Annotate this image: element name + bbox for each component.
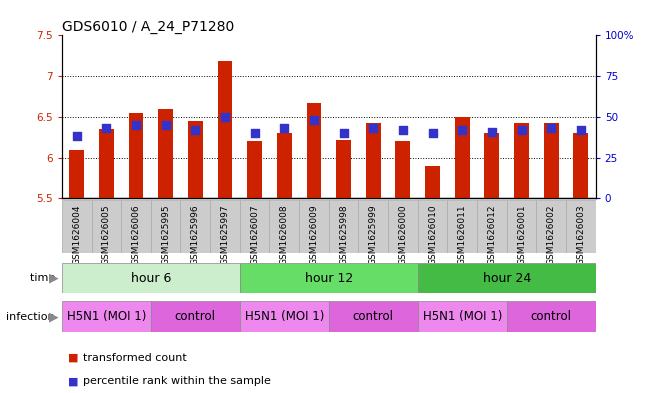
- Point: [427, 130, 437, 136]
- Point: [398, 127, 408, 133]
- Text: GSM1626012: GSM1626012: [488, 205, 496, 265]
- Text: GSM1626005: GSM1626005: [102, 205, 111, 265]
- Text: GSM1625997: GSM1625997: [221, 205, 229, 265]
- Text: H5N1 (MOI 1): H5N1 (MOI 1): [66, 310, 146, 323]
- Bar: [188, 121, 202, 198]
- Text: GSM1625999: GSM1625999: [368, 205, 378, 265]
- Text: percentile rank within the sample: percentile rank within the sample: [83, 376, 271, 386]
- Text: GSM1626001: GSM1626001: [517, 205, 526, 265]
- FancyBboxPatch shape: [329, 200, 359, 253]
- Text: control: control: [531, 310, 572, 323]
- Text: GSM1626006: GSM1626006: [132, 205, 141, 265]
- Bar: [62, 301, 151, 332]
- Point: [160, 122, 171, 128]
- Text: H5N1 (MOI 1): H5N1 (MOI 1): [422, 310, 502, 323]
- Text: GSM1626010: GSM1626010: [428, 205, 437, 265]
- FancyBboxPatch shape: [477, 200, 506, 253]
- Text: GSM1626008: GSM1626008: [280, 205, 289, 265]
- Text: hour 6: hour 6: [131, 272, 171, 285]
- Point: [190, 127, 201, 133]
- Bar: [544, 123, 559, 198]
- Bar: [425, 166, 440, 198]
- Text: GSM1626004: GSM1626004: [72, 205, 81, 265]
- FancyBboxPatch shape: [240, 200, 270, 253]
- Bar: [506, 301, 596, 332]
- Text: GSM1626009: GSM1626009: [309, 205, 318, 265]
- Point: [101, 125, 111, 132]
- Bar: [418, 301, 506, 332]
- FancyBboxPatch shape: [121, 200, 151, 253]
- Bar: [336, 140, 351, 198]
- Point: [457, 127, 467, 133]
- Bar: [574, 133, 589, 198]
- FancyBboxPatch shape: [506, 200, 536, 253]
- Bar: [329, 301, 418, 332]
- Bar: [99, 129, 114, 198]
- Bar: [307, 103, 322, 198]
- Bar: [62, 263, 240, 293]
- Bar: [151, 301, 240, 332]
- Point: [309, 117, 319, 123]
- Point: [546, 125, 557, 132]
- Text: GSM1626000: GSM1626000: [398, 205, 408, 265]
- Point: [131, 122, 141, 128]
- Text: GSM1626003: GSM1626003: [576, 205, 585, 265]
- Text: GSM1626007: GSM1626007: [250, 205, 259, 265]
- FancyBboxPatch shape: [388, 200, 418, 253]
- FancyBboxPatch shape: [270, 200, 299, 253]
- Bar: [69, 149, 84, 198]
- Text: H5N1 (MOI 1): H5N1 (MOI 1): [245, 310, 324, 323]
- FancyBboxPatch shape: [180, 200, 210, 253]
- Text: control: control: [353, 310, 394, 323]
- Bar: [128, 113, 143, 198]
- Text: ■: ■: [68, 353, 79, 363]
- FancyBboxPatch shape: [92, 200, 121, 253]
- FancyBboxPatch shape: [418, 200, 447, 253]
- Text: GSM1625998: GSM1625998: [339, 205, 348, 265]
- Bar: [484, 133, 499, 198]
- Bar: [514, 123, 529, 198]
- Text: hour 24: hour 24: [482, 272, 531, 285]
- FancyBboxPatch shape: [566, 200, 596, 253]
- Text: hour 12: hour 12: [305, 272, 353, 285]
- Point: [575, 127, 586, 133]
- FancyBboxPatch shape: [536, 200, 566, 253]
- Text: GSM1625995: GSM1625995: [161, 205, 170, 265]
- Text: ▶: ▶: [49, 272, 59, 285]
- Text: GSM1626002: GSM1626002: [547, 205, 556, 265]
- Text: GSM1626011: GSM1626011: [458, 205, 467, 265]
- Text: GDS6010 / A_24_P71280: GDS6010 / A_24_P71280: [62, 20, 234, 34]
- Bar: [396, 141, 410, 198]
- Point: [516, 127, 527, 133]
- Bar: [240, 263, 418, 293]
- Point: [249, 130, 260, 136]
- Bar: [240, 301, 329, 332]
- Point: [72, 133, 82, 140]
- Point: [368, 125, 378, 132]
- Point: [339, 130, 349, 136]
- Text: ■: ■: [68, 376, 79, 386]
- Point: [487, 129, 497, 135]
- FancyBboxPatch shape: [210, 200, 240, 253]
- Text: ▶: ▶: [49, 310, 59, 323]
- Bar: [418, 263, 596, 293]
- Bar: [158, 109, 173, 198]
- Bar: [277, 133, 292, 198]
- FancyBboxPatch shape: [359, 200, 388, 253]
- Bar: [455, 117, 469, 198]
- Point: [220, 114, 230, 120]
- FancyBboxPatch shape: [62, 200, 92, 253]
- FancyBboxPatch shape: [299, 200, 329, 253]
- FancyBboxPatch shape: [151, 200, 180, 253]
- Bar: [366, 123, 381, 198]
- Text: infection: infection: [7, 312, 59, 322]
- Bar: [217, 61, 232, 198]
- Text: control: control: [175, 310, 215, 323]
- FancyBboxPatch shape: [447, 200, 477, 253]
- Text: transformed count: transformed count: [83, 353, 186, 363]
- Text: GSM1625996: GSM1625996: [191, 205, 200, 265]
- Text: time: time: [30, 273, 59, 283]
- Point: [279, 125, 290, 132]
- Bar: [247, 141, 262, 198]
